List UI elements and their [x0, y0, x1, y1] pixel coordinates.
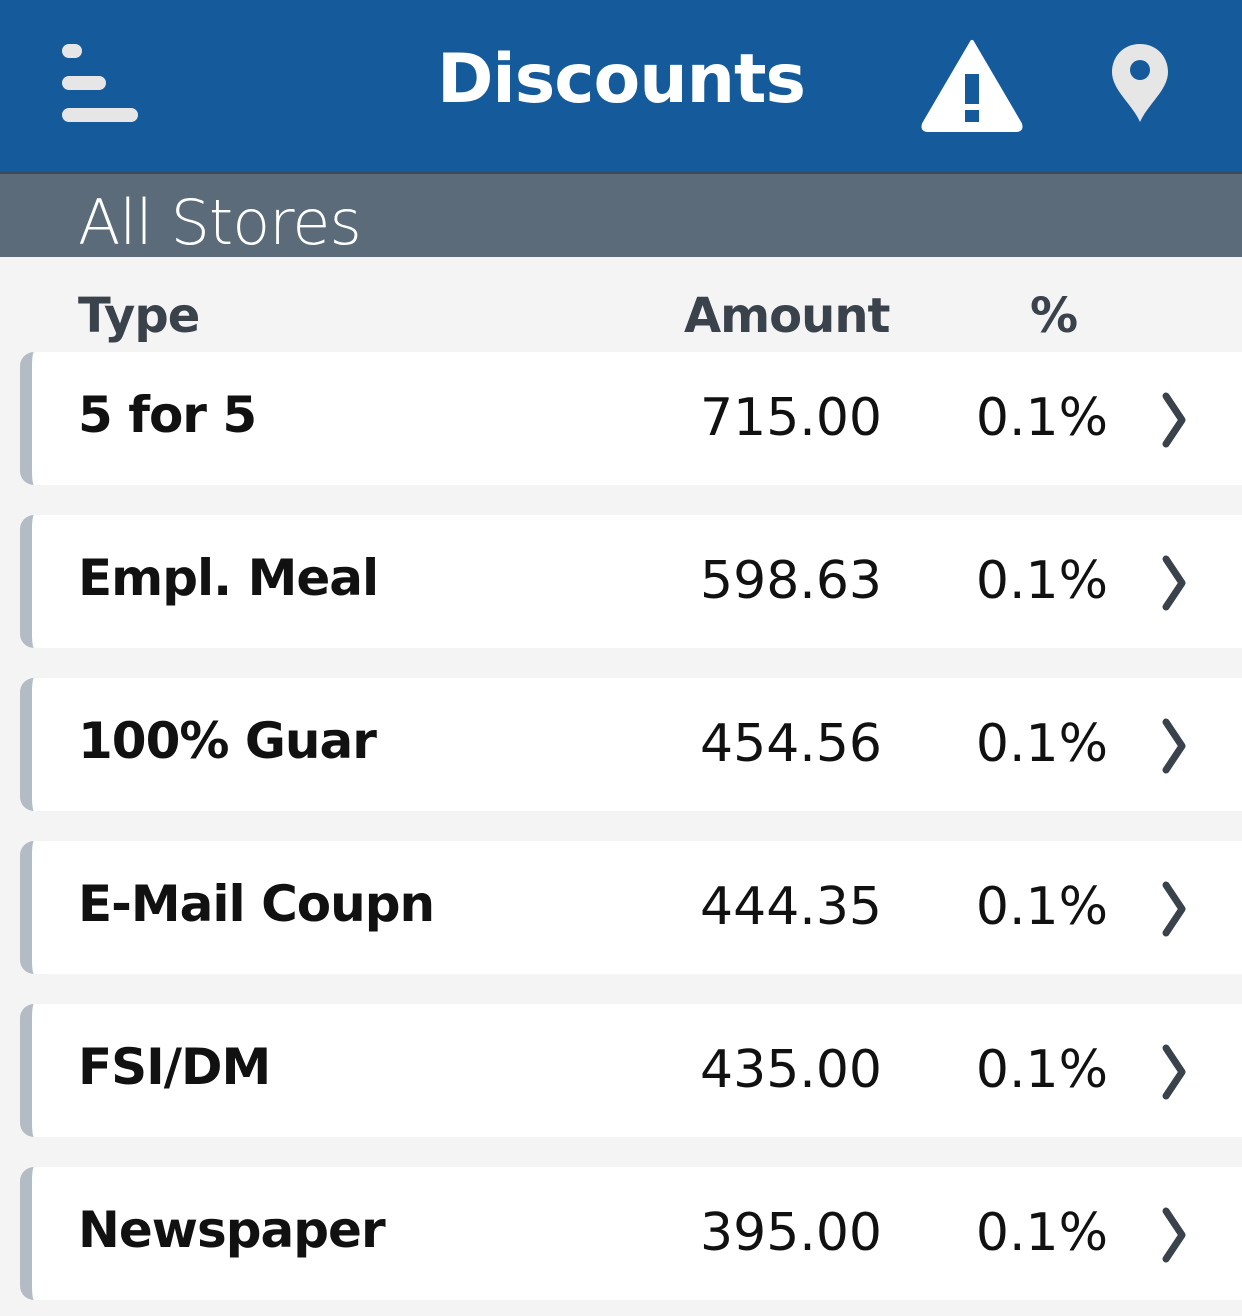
- row-percent: 0.1%: [975, 1203, 1108, 1263]
- row-type: 100% Guar: [78, 712, 377, 770]
- table-row[interactable]: FSI/DM 435.00 0.1%: [20, 1004, 1242, 1137]
- row-percent: 0.1%: [975, 551, 1108, 611]
- store-label: All Stores: [78, 186, 362, 259]
- row-amount: 715.00: [700, 388, 882, 448]
- row-type: E-Mail Coupn: [78, 875, 435, 933]
- row-percent: 0.1%: [975, 714, 1108, 774]
- column-header-type: Type: [78, 288, 200, 344]
- table-row[interactable]: 5 for 5 715.00 0.1%: [20, 352, 1242, 485]
- chevron-right-icon: [1154, 1205, 1194, 1265]
- chevron-right-icon: [1154, 553, 1194, 613]
- column-header-percent: %: [1030, 288, 1078, 344]
- column-header-amount: Amount: [684, 288, 890, 344]
- row-amount: 454.56: [700, 714, 882, 774]
- top-bar: Discounts: [0, 0, 1242, 172]
- warning-icon[interactable]: [920, 38, 1024, 132]
- map-pin-icon[interactable]: [1110, 42, 1170, 124]
- store-selector-bar[interactable]: All Stores: [0, 172, 1242, 259]
- row-percent: 0.1%: [975, 388, 1108, 448]
- chevron-right-icon: [1154, 390, 1194, 450]
- row-type: Empl. Meal: [78, 549, 379, 607]
- page-title: Discounts: [436, 40, 806, 119]
- table-row[interactable]: Newspaper 395.00 0.1%: [20, 1167, 1242, 1300]
- row-type: 5 for 5: [78, 386, 257, 444]
- row-type: Newspaper: [78, 1201, 386, 1259]
- chevron-right-icon: [1154, 879, 1194, 939]
- row-amount: 435.00: [700, 1040, 882, 1100]
- table-row[interactable]: E-Mail Coupn 444.35 0.1%: [20, 841, 1242, 974]
- chevron-right-icon: [1154, 1042, 1194, 1102]
- row-amount: 598.63: [700, 551, 882, 611]
- row-percent: 0.1%: [975, 877, 1108, 937]
- row-percent: 0.1%: [975, 1040, 1108, 1100]
- chevron-right-icon: [1154, 716, 1194, 776]
- menu-icon[interactable]: [60, 42, 142, 124]
- row-amount: 395.00: [700, 1203, 882, 1263]
- table-row[interactable]: Empl. Meal 598.63 0.1%: [20, 515, 1242, 648]
- row-amount: 444.35: [700, 877, 882, 937]
- table-row[interactable]: 100% Guar 454.56 0.1%: [20, 678, 1242, 811]
- row-type: FSI/DM: [78, 1038, 271, 1096]
